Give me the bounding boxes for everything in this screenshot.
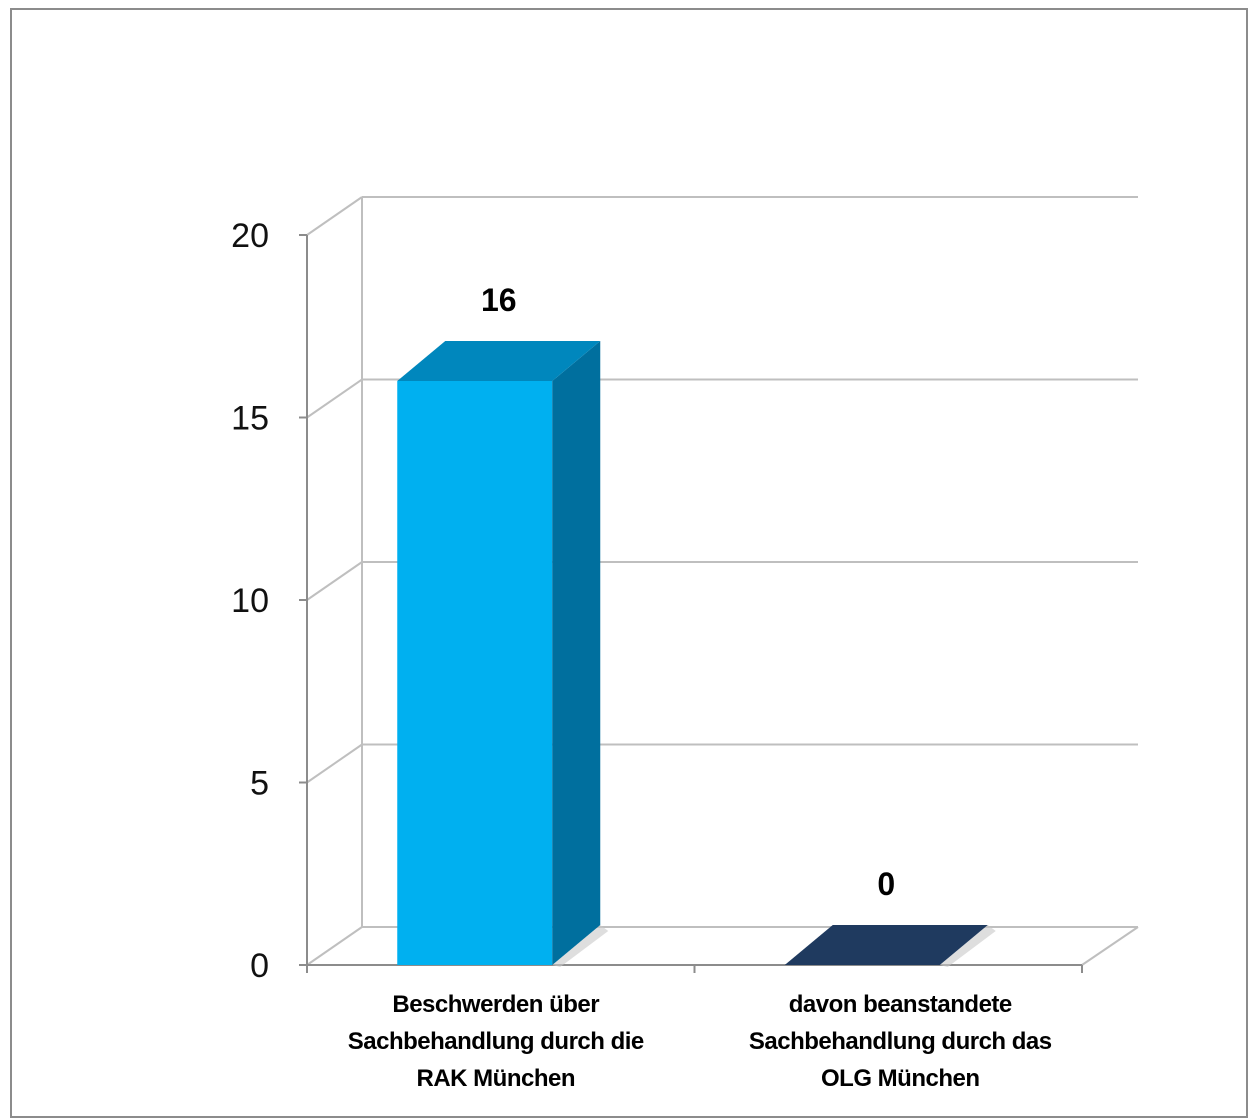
data-labels: 16 0 (481, 282, 895, 902)
gridline-side-20 (306, 196, 363, 236)
bar-1-side (552, 341, 601, 965)
y-tick-label-5: 5 (250, 765, 269, 803)
gridline-side-5 (306, 743, 363, 784)
category-label-1-line-3: RAK München (417, 1065, 576, 1092)
category-label-2-line-3: OLG München (821, 1065, 980, 1092)
y-tick-label-0: 0 (250, 947, 269, 985)
data-label-1: 16 (481, 282, 517, 318)
bar-2 (784, 925, 996, 967)
category-label-2-line-2: Sachbehandlung durch das (749, 1028, 1052, 1055)
y-tick-label-15: 15 (231, 400, 269, 438)
y-tick-labels: 0 5 10 15 20 (231, 217, 269, 985)
category-label-1-line-2: Sachbehandlung durch die (348, 1028, 644, 1055)
bar-2-shadow (939, 925, 996, 967)
category-label-1-line-1: Beschwerden über (392, 991, 599, 1018)
gridline-side-10 (306, 561, 363, 601)
bars (397, 341, 996, 967)
data-label-2: 0 (877, 866, 895, 902)
bar-1-front (397, 381, 553, 965)
floor-right-edge (1081, 926, 1139, 966)
bar-1-shadow (552, 925, 609, 967)
gridline-side-15 (306, 378, 363, 419)
bar-2-top (784, 925, 988, 965)
bar-1 (397, 341, 609, 967)
bar-1-top (397, 341, 601, 381)
y-tick-label-10: 10 (231, 582, 269, 620)
category-labels: Beschwerden über Sachbehandlung durch die… (348, 991, 1053, 1092)
category-label-2-line-1: davon beanstandete (789, 991, 1012, 1018)
y-tick-label-20: 20 (231, 217, 269, 255)
gridline-side-0 (306, 926, 363, 966)
